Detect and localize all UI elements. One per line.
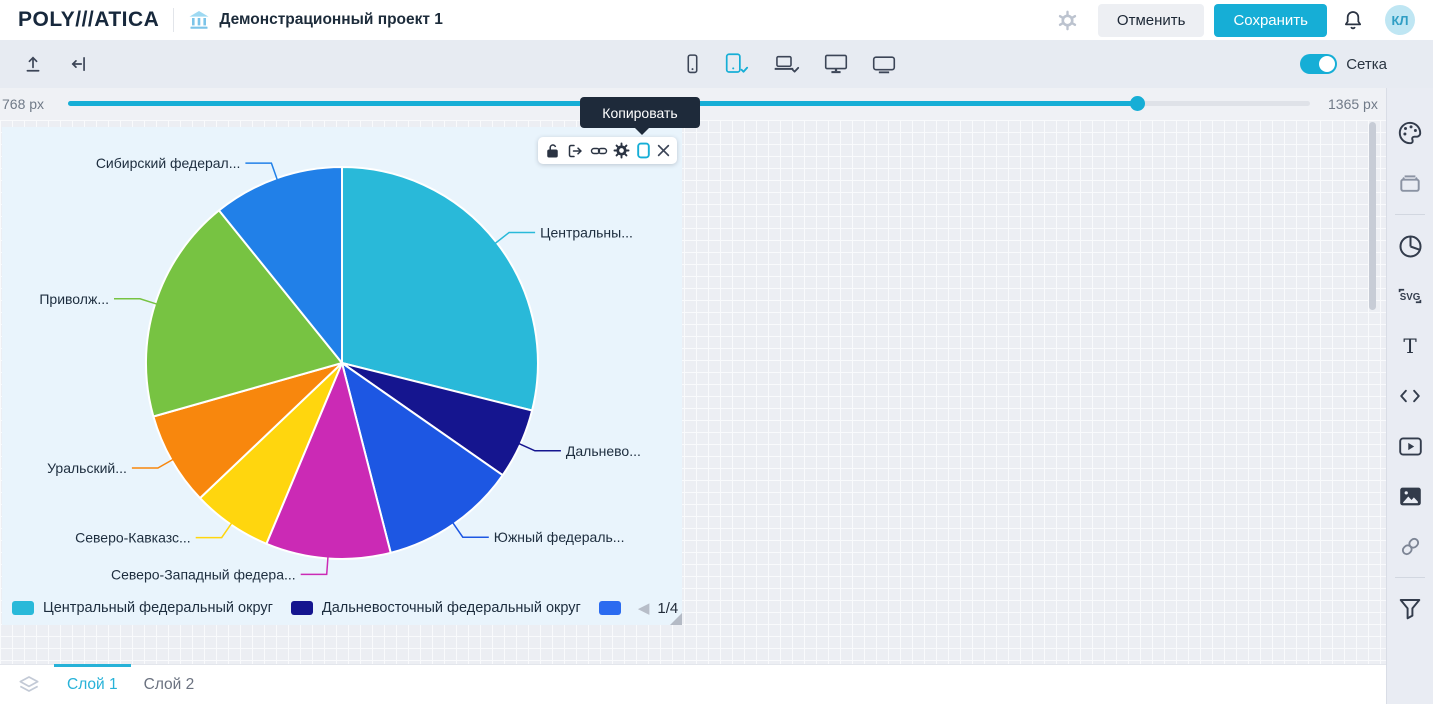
widget-palette-sidebar: SVG T: [1386, 88, 1433, 704]
text-icon[interactable]: T: [1403, 334, 1417, 358]
close-icon[interactable]: [657, 144, 670, 157]
device-tv-icon[interactable]: [868, 49, 900, 79]
legend-swatch: [12, 601, 34, 615]
pie-slice-label: Дальнево...: [566, 443, 641, 459]
canvas-toolbar: Сетка: [0, 40, 1433, 88]
layer-tab-2[interactable]: Слой 2: [131, 665, 208, 704]
pie-label-leader: [300, 556, 329, 576]
link-icon[interactable]: [590, 143, 608, 159]
avatar[interactable]: КЛ: [1385, 5, 1415, 35]
pie-slice-label: Южный федераль...: [494, 529, 625, 545]
widget-resize-handle[interactable]: [670, 613, 682, 625]
chart-legend-items: Центральный федеральный округ Дальневосто…: [12, 600, 636, 616]
legend-item[interactable]: Дальневосточный федеральный округ: [290, 600, 581, 616]
legend-label: Центральный федеральный округ: [43, 600, 273, 616]
tooltip-arrow: [634, 127, 650, 135]
legend-pager: ◀ 1/4 ▶: [637, 599, 682, 618]
pie-label-leader: [451, 521, 489, 538]
upload-icon[interactable]: [20, 51, 46, 77]
filter-icon[interactable]: [1387, 584, 1433, 634]
svg-icon[interactable]: SVG: [1387, 271, 1433, 321]
legend-item[interactable]: [598, 601, 630, 615]
pie-slice-label: Северо-Кавказс...: [75, 530, 191, 546]
pie-label-leader: [494, 231, 536, 245]
pie-chart-icon[interactable]: [1387, 221, 1433, 271]
tooltip-text: Копировать: [602, 104, 678, 121]
device-selector: [680, 40, 900, 88]
device-phone-icon[interactable]: [680, 50, 705, 78]
pie-slice-label: Центральны...: [540, 225, 633, 241]
chart-legend: Центральный федеральный округ Дальневосто…: [2, 595, 682, 621]
dashboard-canvas[interactable]: Центральны... Дальнево... Южный федераль..…: [0, 120, 1386, 664]
legend-page-indicator: 1/4: [657, 599, 679, 617]
pie-label-leader: [245, 162, 279, 181]
pie-slice-label: Приволж...: [39, 291, 109, 307]
pie-chart-widget[interactable]: Центральны... Дальнево... Южный федераль..…: [2, 127, 682, 625]
svg-text:SVG: SVG: [1400, 292, 1421, 303]
bank-icon: [188, 10, 210, 30]
legend-prev-icon[interactable]: ◀: [637, 600, 650, 617]
device-tablet-icon[interactable]: [721, 49, 753, 79]
legend-swatch: [598, 601, 621, 615]
pie-slice-label: Уральский...: [47, 460, 127, 476]
copy-icon[interactable]: [636, 142, 651, 159]
pie-label-leader: [518, 442, 561, 452]
device-desktop-icon[interactable]: [820, 49, 852, 79]
slider-max-label: 1365 px: [1328, 96, 1378, 112]
collapse-left-icon[interactable]: [66, 51, 92, 77]
logo: POLY///ATICA: [18, 8, 160, 31]
bell-icon[interactable]: [1339, 6, 1367, 35]
cancel-button[interactable]: Отменить: [1097, 3, 1205, 37]
layers-icon: [18, 675, 40, 695]
settings-gear-icon[interactable]: [1053, 6, 1082, 35]
palette-icon[interactable]: [1387, 108, 1433, 158]
layer-tab-label: Слой 2: [143, 675, 195, 693]
link-icon[interactable]: [1387, 521, 1433, 571]
layers-bar: Слой 1 Слой 2: [0, 663, 1386, 704]
video-icon[interactable]: [1387, 421, 1433, 471]
grid-toggle[interactable]: [1300, 54, 1338, 74]
grid-toggle-label: Сетка: [1346, 55, 1387, 73]
sidebar-divider: [1395, 577, 1425, 578]
layer-tab-label: Слой 1: [67, 675, 118, 693]
sidebar-divider: [1395, 214, 1425, 215]
canvas-scrollbar[interactable]: [1369, 122, 1376, 310]
save-button[interactable]: Сохранить: [1214, 3, 1327, 37]
export-icon[interactable]: [567, 143, 584, 159]
gear-icon[interactable]: [613, 142, 630, 159]
copy-tooltip: Копировать: [580, 97, 700, 135]
device-laptop-icon[interactable]: [769, 49, 804, 79]
components-icon[interactable]: [1387, 158, 1433, 208]
widget-toolbar: [538, 137, 677, 164]
pie-slice-label: Северо-Западный федера...: [111, 566, 296, 582]
divider: [173, 8, 175, 32]
layer-tab-1[interactable]: Слой 1: [54, 663, 131, 704]
pie-chart-svg: Центральны... Дальнево... Южный федераль..…: [39, 155, 641, 582]
topbar: POLY///ATICA Демонстрационный проект 1: [0, 0, 1433, 40]
slider-handle[interactable]: [1130, 96, 1145, 111]
pie-label-leader: [195, 522, 233, 539]
project-title: Демонстрационный проект 1: [219, 11, 443, 28]
image-icon[interactable]: [1387, 471, 1433, 521]
pie-slice-label: Сибирский федерал...: [96, 155, 241, 171]
slider-min-label: 768 px: [2, 96, 45, 112]
legend-label: Дальневосточный федеральный округ: [321, 600, 581, 616]
pie-label-leader: [131, 458, 174, 469]
unlock-icon[interactable]: [545, 143, 561, 159]
code-icon[interactable]: [1387, 371, 1433, 421]
legend-item[interactable]: Центральный федеральный округ: [12, 600, 273, 616]
legend-swatch: [290, 601, 313, 615]
pie-label-leader: [114, 298, 158, 305]
